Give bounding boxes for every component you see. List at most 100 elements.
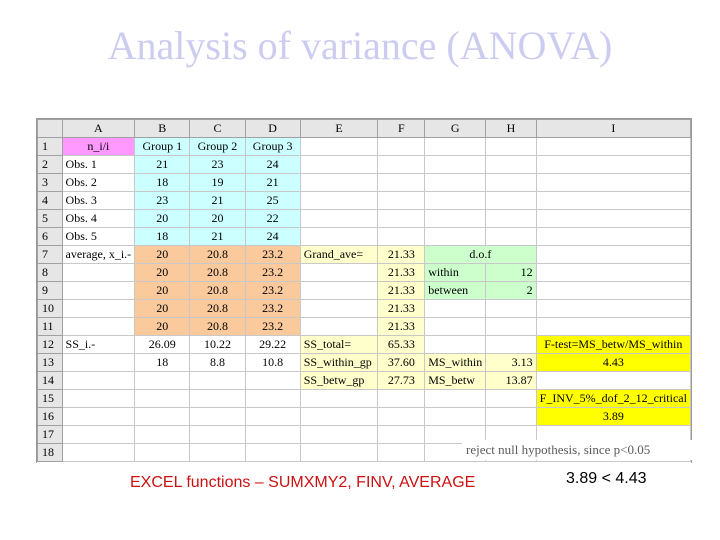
- cell[interactable]: [61, 299, 136, 318]
- cell[interactable]: [535, 191, 691, 210]
- cell[interactable]: 27.73: [377, 371, 426, 390]
- cell[interactable]: 18: [134, 353, 191, 372]
- cell[interactable]: [424, 173, 487, 192]
- cell[interactable]: [299, 173, 379, 192]
- cell[interactable]: [134, 371, 191, 390]
- cell[interactable]: [299, 227, 379, 246]
- cell[interactable]: [299, 317, 379, 336]
- cell[interactable]: [485, 209, 537, 228]
- cell[interactable]: 24: [244, 155, 301, 174]
- column-header-h[interactable]: H: [485, 119, 537, 138]
- column-header-a[interactable]: A: [61, 119, 136, 138]
- cell[interactable]: 29.22: [244, 335, 301, 354]
- cell[interactable]: 8.8: [189, 353, 246, 372]
- cell[interactable]: 37.60: [377, 353, 426, 372]
- cell[interactable]: [61, 407, 136, 426]
- cell[interactable]: [424, 407, 487, 426]
- cell[interactable]: 19: [189, 173, 246, 192]
- cell[interactable]: [299, 263, 379, 282]
- cell[interactable]: 23: [189, 155, 246, 174]
- column-header-c[interactable]: C: [189, 119, 246, 138]
- cell[interactable]: [535, 245, 691, 264]
- cell[interactable]: [424, 335, 487, 354]
- cell[interactable]: between: [424, 281, 487, 300]
- cell[interactable]: [134, 443, 191, 462]
- cell[interactable]: Obs. 2: [61, 173, 136, 192]
- cell[interactable]: 23.2: [244, 299, 301, 318]
- cell[interactable]: average, x_i.-: [61, 245, 136, 264]
- row-header[interactable]: 18: [37, 443, 63, 462]
- cell[interactable]: 21: [189, 191, 246, 210]
- cell[interactable]: F_INV_5%_dof_2_12_critical: [535, 389, 691, 408]
- cell[interactable]: [299, 209, 379, 228]
- cell[interactable]: 18: [134, 227, 191, 246]
- cell[interactable]: [61, 281, 136, 300]
- cell[interactable]: 22: [244, 209, 301, 228]
- cell[interactable]: 24: [244, 227, 301, 246]
- cell[interactable]: 20: [134, 263, 191, 282]
- cell[interactable]: [244, 371, 301, 390]
- cell[interactable]: [485, 299, 537, 318]
- cell[interactable]: [189, 371, 246, 390]
- cell[interactable]: 20: [134, 281, 191, 300]
- column-header-i[interactable]: I: [535, 119, 691, 138]
- cell[interactable]: [244, 425, 301, 444]
- cell[interactable]: [535, 371, 691, 390]
- cell[interactable]: 26.09: [134, 335, 191, 354]
- cell[interactable]: 3.89: [535, 407, 691, 426]
- cell[interactable]: [535, 155, 691, 174]
- cell[interactable]: 20.8: [189, 245, 246, 264]
- cell[interactable]: [377, 155, 426, 174]
- row-header[interactable]: 12: [37, 335, 63, 354]
- select-all-corner[interactable]: [37, 119, 63, 138]
- cell[interactable]: SS_within_gp: [299, 353, 379, 372]
- column-header-d[interactable]: D: [244, 119, 301, 138]
- cell[interactable]: 20.8: [189, 299, 246, 318]
- cell[interactable]: [189, 389, 246, 408]
- row-header[interactable]: 17: [37, 425, 63, 444]
- cell[interactable]: [299, 443, 379, 462]
- cell[interactable]: [485, 173, 537, 192]
- column-header-b[interactable]: B: [134, 119, 191, 138]
- cell[interactable]: 65.33: [377, 335, 426, 354]
- cell[interactable]: Obs. 5: [61, 227, 136, 246]
- cell[interactable]: [377, 137, 426, 156]
- cell[interactable]: [189, 407, 246, 426]
- cell[interactable]: MS_betw: [424, 371, 487, 390]
- cell[interactable]: [61, 371, 136, 390]
- column-header-e[interactable]: E: [299, 119, 379, 138]
- row-header[interactable]: 8: [37, 263, 63, 282]
- cell[interactable]: Group 2: [189, 137, 246, 156]
- cell[interactable]: Grand_ave=: [299, 245, 379, 264]
- cell[interactable]: 21: [134, 155, 191, 174]
- cell[interactable]: [424, 155, 487, 174]
- cell[interactable]: [485, 227, 537, 246]
- cell[interactable]: [61, 443, 136, 462]
- cell[interactable]: [244, 389, 301, 408]
- cell[interactable]: [189, 443, 246, 462]
- cell[interactable]: F-test=MS_betw/MS_within: [535, 335, 691, 354]
- cell[interactable]: [299, 281, 379, 300]
- row-header[interactable]: 3: [37, 173, 63, 192]
- cell[interactable]: [535, 209, 691, 228]
- cell[interactable]: 21.33: [377, 299, 426, 318]
- cell[interactable]: SS_total=: [299, 335, 379, 354]
- row-header[interactable]: 16: [37, 407, 63, 426]
- cell[interactable]: 20: [189, 209, 246, 228]
- cell[interactable]: [134, 425, 191, 444]
- cell[interactable]: [535, 299, 691, 318]
- cell[interactable]: [485, 137, 537, 156]
- cell[interactable]: [377, 389, 426, 408]
- row-header[interactable]: 11: [37, 317, 63, 336]
- cell[interactable]: [424, 191, 487, 210]
- cell[interactable]: 20: [134, 317, 191, 336]
- cell[interactable]: [189, 425, 246, 444]
- row-header[interactable]: 15: [37, 389, 63, 408]
- cell[interactable]: [535, 173, 691, 192]
- cell[interactable]: 23.2: [244, 263, 301, 282]
- row-header[interactable]: 9: [37, 281, 63, 300]
- cell[interactable]: 23.2: [244, 245, 301, 264]
- row-header[interactable]: 7: [37, 245, 63, 264]
- cell[interactable]: [424, 227, 487, 246]
- cell[interactable]: [485, 155, 537, 174]
